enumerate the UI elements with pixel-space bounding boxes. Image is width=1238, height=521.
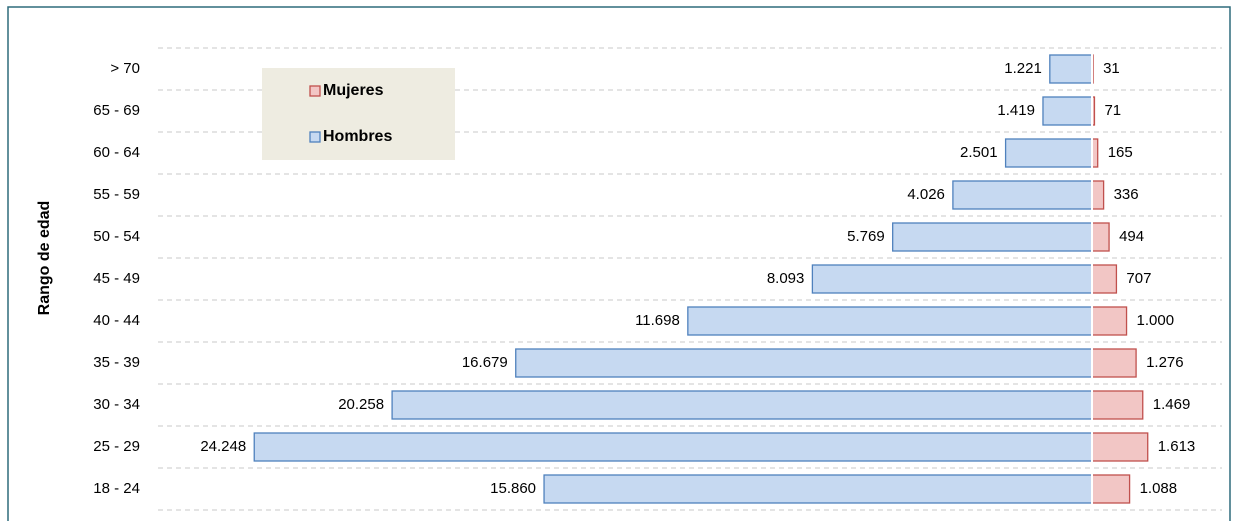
bar [1042, 96, 1093, 126]
category-label: 55 - 59 [93, 186, 140, 203]
bar [1091, 264, 1118, 294]
frame [7, 6, 1231, 521]
value-label: 165 [1108, 144, 1133, 161]
value-label: 1.088 [1140, 480, 1178, 497]
value-label: 20.258 [338, 396, 384, 413]
value-label: 24.248 [200, 438, 246, 455]
legend-label: Hombres [323, 128, 392, 145]
value-label: 336 [1114, 186, 1139, 203]
legend [262, 68, 455, 160]
bar [811, 264, 1093, 294]
value-label: 11.698 [635, 312, 680, 329]
value-label: 5.769 [847, 228, 885, 245]
category-label: 45 - 49 [93, 270, 140, 287]
category-label: > 70 [110, 60, 140, 77]
category-label: 65 - 69 [93, 102, 140, 119]
legend-label: Mujeres [323, 82, 384, 99]
value-label: 707 [1126, 270, 1151, 287]
value-label: 1.419 [997, 102, 1035, 119]
y-axis-label: Rango de edad [36, 201, 53, 316]
value-label: 494 [1119, 228, 1144, 245]
category-label: 25 - 29 [93, 438, 140, 455]
value-label: 31 [1103, 60, 1120, 77]
value-label: 2.501 [960, 144, 998, 161]
legend-swatch [309, 85, 321, 97]
legend-swatch [309, 131, 321, 143]
value-label: 1.221 [1004, 60, 1042, 77]
bar [1091, 432, 1149, 462]
bar [391, 390, 1093, 420]
bar [1091, 180, 1105, 210]
value-label: 1.613 [1158, 438, 1196, 455]
value-label: 1.469 [1153, 396, 1191, 413]
value-label: 71 [1104, 102, 1121, 119]
bar [1091, 306, 1128, 336]
legend-entries: Mujeres Hombres [309, 82, 392, 145]
bar [543, 474, 1093, 504]
category-label: 35 - 39 [93, 354, 140, 371]
value-label: 4.026 [907, 186, 945, 203]
value-label: 16.679 [462, 354, 508, 371]
value-label: 15.860 [490, 480, 536, 497]
bar [952, 180, 1093, 210]
value-label: 8.093 [767, 270, 805, 287]
bar [253, 432, 1093, 462]
bar [687, 306, 1093, 336]
category-label: 50 - 54 [93, 228, 140, 245]
bar [515, 348, 1093, 378]
bar [1091, 222, 1110, 252]
bar [1004, 138, 1093, 168]
category-label: 18 - 24 [93, 480, 140, 497]
value-label: 1.000 [1137, 312, 1175, 329]
value-label: 1.276 [1146, 354, 1184, 371]
bars: 31 71 165 336 494 707 1.000 1.276 1.469 1.613 1.08… [200, 48, 1195, 510]
category-label: 40 - 44 [93, 312, 140, 329]
bar [1091, 390, 1144, 420]
grid [158, 47, 1222, 511]
bar [1091, 348, 1137, 378]
category-label: 30 - 34 [93, 396, 140, 413]
bar [1091, 474, 1131, 504]
bar [1049, 54, 1093, 84]
category-label: 60 - 64 [93, 144, 140, 161]
bar [892, 222, 1093, 252]
